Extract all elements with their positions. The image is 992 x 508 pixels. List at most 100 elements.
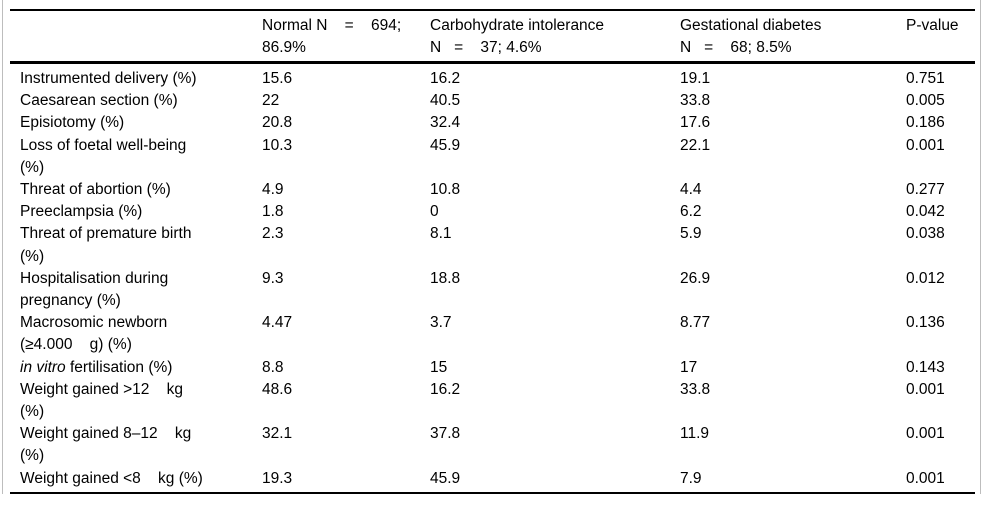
row-label-text: Macrosomic newborn (≥4.000 g) (%) (20, 314, 168, 354)
row-label-cell: Episiotomy (%) (10, 112, 252, 134)
row-label-text: Hospitalisation during pregnancy (%) (20, 269, 169, 310)
cell-carbohydrate: 8.1 (430, 225, 452, 243)
cell-p-value: 0.005 (906, 92, 945, 110)
col-header-carbohydrate-intolerance: Carbohydrate intolerance N = 37; 4.6% (420, 10, 670, 64)
row-label-italic: in vitro (20, 358, 66, 376)
row-label-text: Weight gained >12 kg (%) (20, 380, 184, 421)
cell-normal: 32.1 (262, 425, 293, 443)
table-row: Loss of foetal well-being (%) 10.3 45.9 … (10, 135, 975, 179)
cell-carbohydrate: 32.4 (430, 114, 461, 132)
cell-carbohydrate: 3.7 (430, 314, 452, 332)
cell-gestational: 17 (680, 358, 698, 376)
cell-gestational: 4.4 (680, 181, 702, 199)
row-label-cell: Loss of foetal well-being (%) (10, 135, 252, 179)
cell-p-value: 0.136 (906, 314, 945, 332)
cell-normal: 4.9 (262, 181, 284, 199)
cell-gestational: 26.9 (680, 269, 711, 287)
table-row: Weight gained 8–12 kg (%) 32.1 37.8 11.9… (10, 423, 975, 467)
cell-carbohydrate: 10.8 (430, 181, 461, 199)
cell-p-value: 0.143 (906, 358, 945, 376)
table-row: Weight gained >12 kg (%) 48.6 16.2 33.8 … (10, 379, 975, 423)
cell-carbohydrate: 15 (430, 358, 448, 376)
cell-normal: 19.3 (262, 469, 293, 487)
cell-p-value: 0.042 (906, 203, 945, 221)
col-header-p-value: P-value (896, 10, 975, 64)
table-row: Episiotomy (%) 20.8 32.4 17.6 0.186 (10, 112, 975, 134)
cell-p-value: 0.186 (906, 114, 945, 132)
row-label-cell: Macrosomic newborn (≥4.000 g) (%) (10, 312, 252, 356)
cell-gestational: 22.1 (680, 136, 711, 154)
row-label-text: Episiotomy (%) (20, 114, 125, 132)
cell-gestational: 11.9 (680, 425, 710, 443)
cell-gestational: 5.9 (680, 225, 702, 243)
row-label-cell: Instrumented delivery (%) (10, 63, 252, 91)
cell-p-value: 0.038 (906, 225, 945, 243)
row-label-text: Threat of premature birth (%) (20, 225, 192, 265)
row-label-cell: Threat of premature birth (%) (10, 223, 252, 267)
cell-carbohydrate: 45.9 (430, 469, 461, 487)
cell-normal: 15.6 (262, 70, 293, 87)
row-label-text: fertilisation (%) (65, 358, 173, 376)
cell-normal: 4.47 (262, 314, 293, 332)
cell-p-value: 0.001 (906, 469, 945, 487)
cell-gestational: 19.1 (680, 70, 711, 87)
cell-normal: 20.8 (262, 114, 293, 132)
table-row: Preeclampsia (%) 1.8 0 6.2 0.042 (10, 201, 975, 223)
row-label-text: Threat of abortion (%) (20, 181, 171, 199)
outcomes-table: Normal N = 694; 86.9% Carbohydrate intol… (10, 9, 975, 494)
table-row: Weight gained <8 kg (%) 19.3 45.9 7.9 0.… (10, 468, 975, 493)
cell-normal: 1.8 (262, 203, 284, 221)
table-row: Hospitalisation during pregnancy (%) 9.3… (10, 268, 975, 312)
cell-carbohydrate: 37.8 (430, 425, 461, 443)
cell-carbohydrate: 18.8 (430, 269, 461, 287)
row-label-text: Weight gained 8–12 kg (%) (20, 425, 192, 465)
row-label-text: Preeclampsia (%) (20, 203, 143, 221)
row-label-cell: in vitro fertilisation (%) (10, 357, 252, 379)
cell-normal: 2.3 (262, 225, 284, 243)
row-label-cell: Weight gained <8 kg (%) (10, 468, 252, 493)
col-header-empty (10, 10, 252, 64)
table-row: Macrosomic newborn (≥4.000 g) (%) 4.47 3… (10, 312, 975, 356)
row-label-cell: Weight gained 8–12 kg (%) (10, 423, 252, 467)
table-row: Threat of premature birth (%) 2.3 8.1 5.… (10, 223, 975, 267)
row-label-cell: Preeclampsia (%) (10, 201, 252, 223)
cell-gestational: 6.2 (680, 203, 702, 221)
cell-gestational: 17.6 (680, 114, 711, 132)
header-row: Normal N = 694; 86.9% Carbohydrate intol… (10, 10, 975, 64)
col-header-normal: Normal N = 694; 86.9% (252, 10, 420, 64)
cell-p-value: 0.277 (906, 181, 945, 199)
cell-carbohydrate: 0 (430, 203, 439, 221)
cell-p-value: 0.001 (906, 425, 945, 443)
row-label-text: Weight gained <8 kg (%) (20, 469, 203, 487)
cell-p-value: 0.751 (906, 70, 945, 87)
cell-gestational: 7.9 (680, 469, 702, 487)
cell-normal: 8.8 (262, 358, 284, 376)
cell-p-value: 0.012 (906, 269, 945, 287)
cell-carbohydrate: 16.2 (430, 70, 461, 87)
cell-gestational: 33.8 (680, 380, 711, 398)
cell-carbohydrate: 45.9 (430, 136, 461, 154)
cell-gestational: 33.8 (680, 92, 711, 110)
table-row: Instrumented delivery (%) 15.6 16.2 19.1… (10, 63, 975, 91)
row-label-text: Instrumented delivery (%) (20, 70, 197, 87)
row-label-text: Loss of foetal well-being (%) (20, 136, 187, 176)
cell-p-value: 0.001 (906, 380, 945, 398)
col-header-gestational-diabetes: Gestational diabetes N = 68; 8.5% (670, 10, 896, 64)
cell-carbohydrate: 40.5 (430, 92, 461, 110)
row-label-cell: Hospitalisation during pregnancy (%) (10, 268, 252, 312)
cell-normal: 22 (262, 92, 280, 110)
row-label-text: Caesarean section (%) (20, 92, 178, 110)
table-row: Caesarean section (%) 22 40.5 33.8 0.005 (10, 90, 975, 112)
cell-p-value: 0.001 (906, 136, 945, 154)
table-body: Instrumented delivery (%) 15.6 16.2 19.1… (10, 63, 975, 493)
row-label-cell: Threat of abortion (%) (10, 179, 252, 201)
cell-normal: 10.3 (262, 136, 293, 154)
outcomes-table-frame: Normal N = 694; 86.9% Carbohydrate intol… (2, 0, 981, 494)
cell-normal: 9.3 (262, 269, 284, 287)
table-row: in vitro fertilisation (%) 8.8 15 17 0.1… (10, 357, 975, 379)
cell-normal: 48.6 (262, 380, 293, 398)
cell-gestational: 8.77 (680, 314, 711, 332)
row-label-cell: Caesarean section (%) (10, 90, 252, 112)
cell-carbohydrate: 16.2 (430, 380, 461, 398)
row-label-cell: Weight gained >12 kg (%) (10, 379, 252, 423)
